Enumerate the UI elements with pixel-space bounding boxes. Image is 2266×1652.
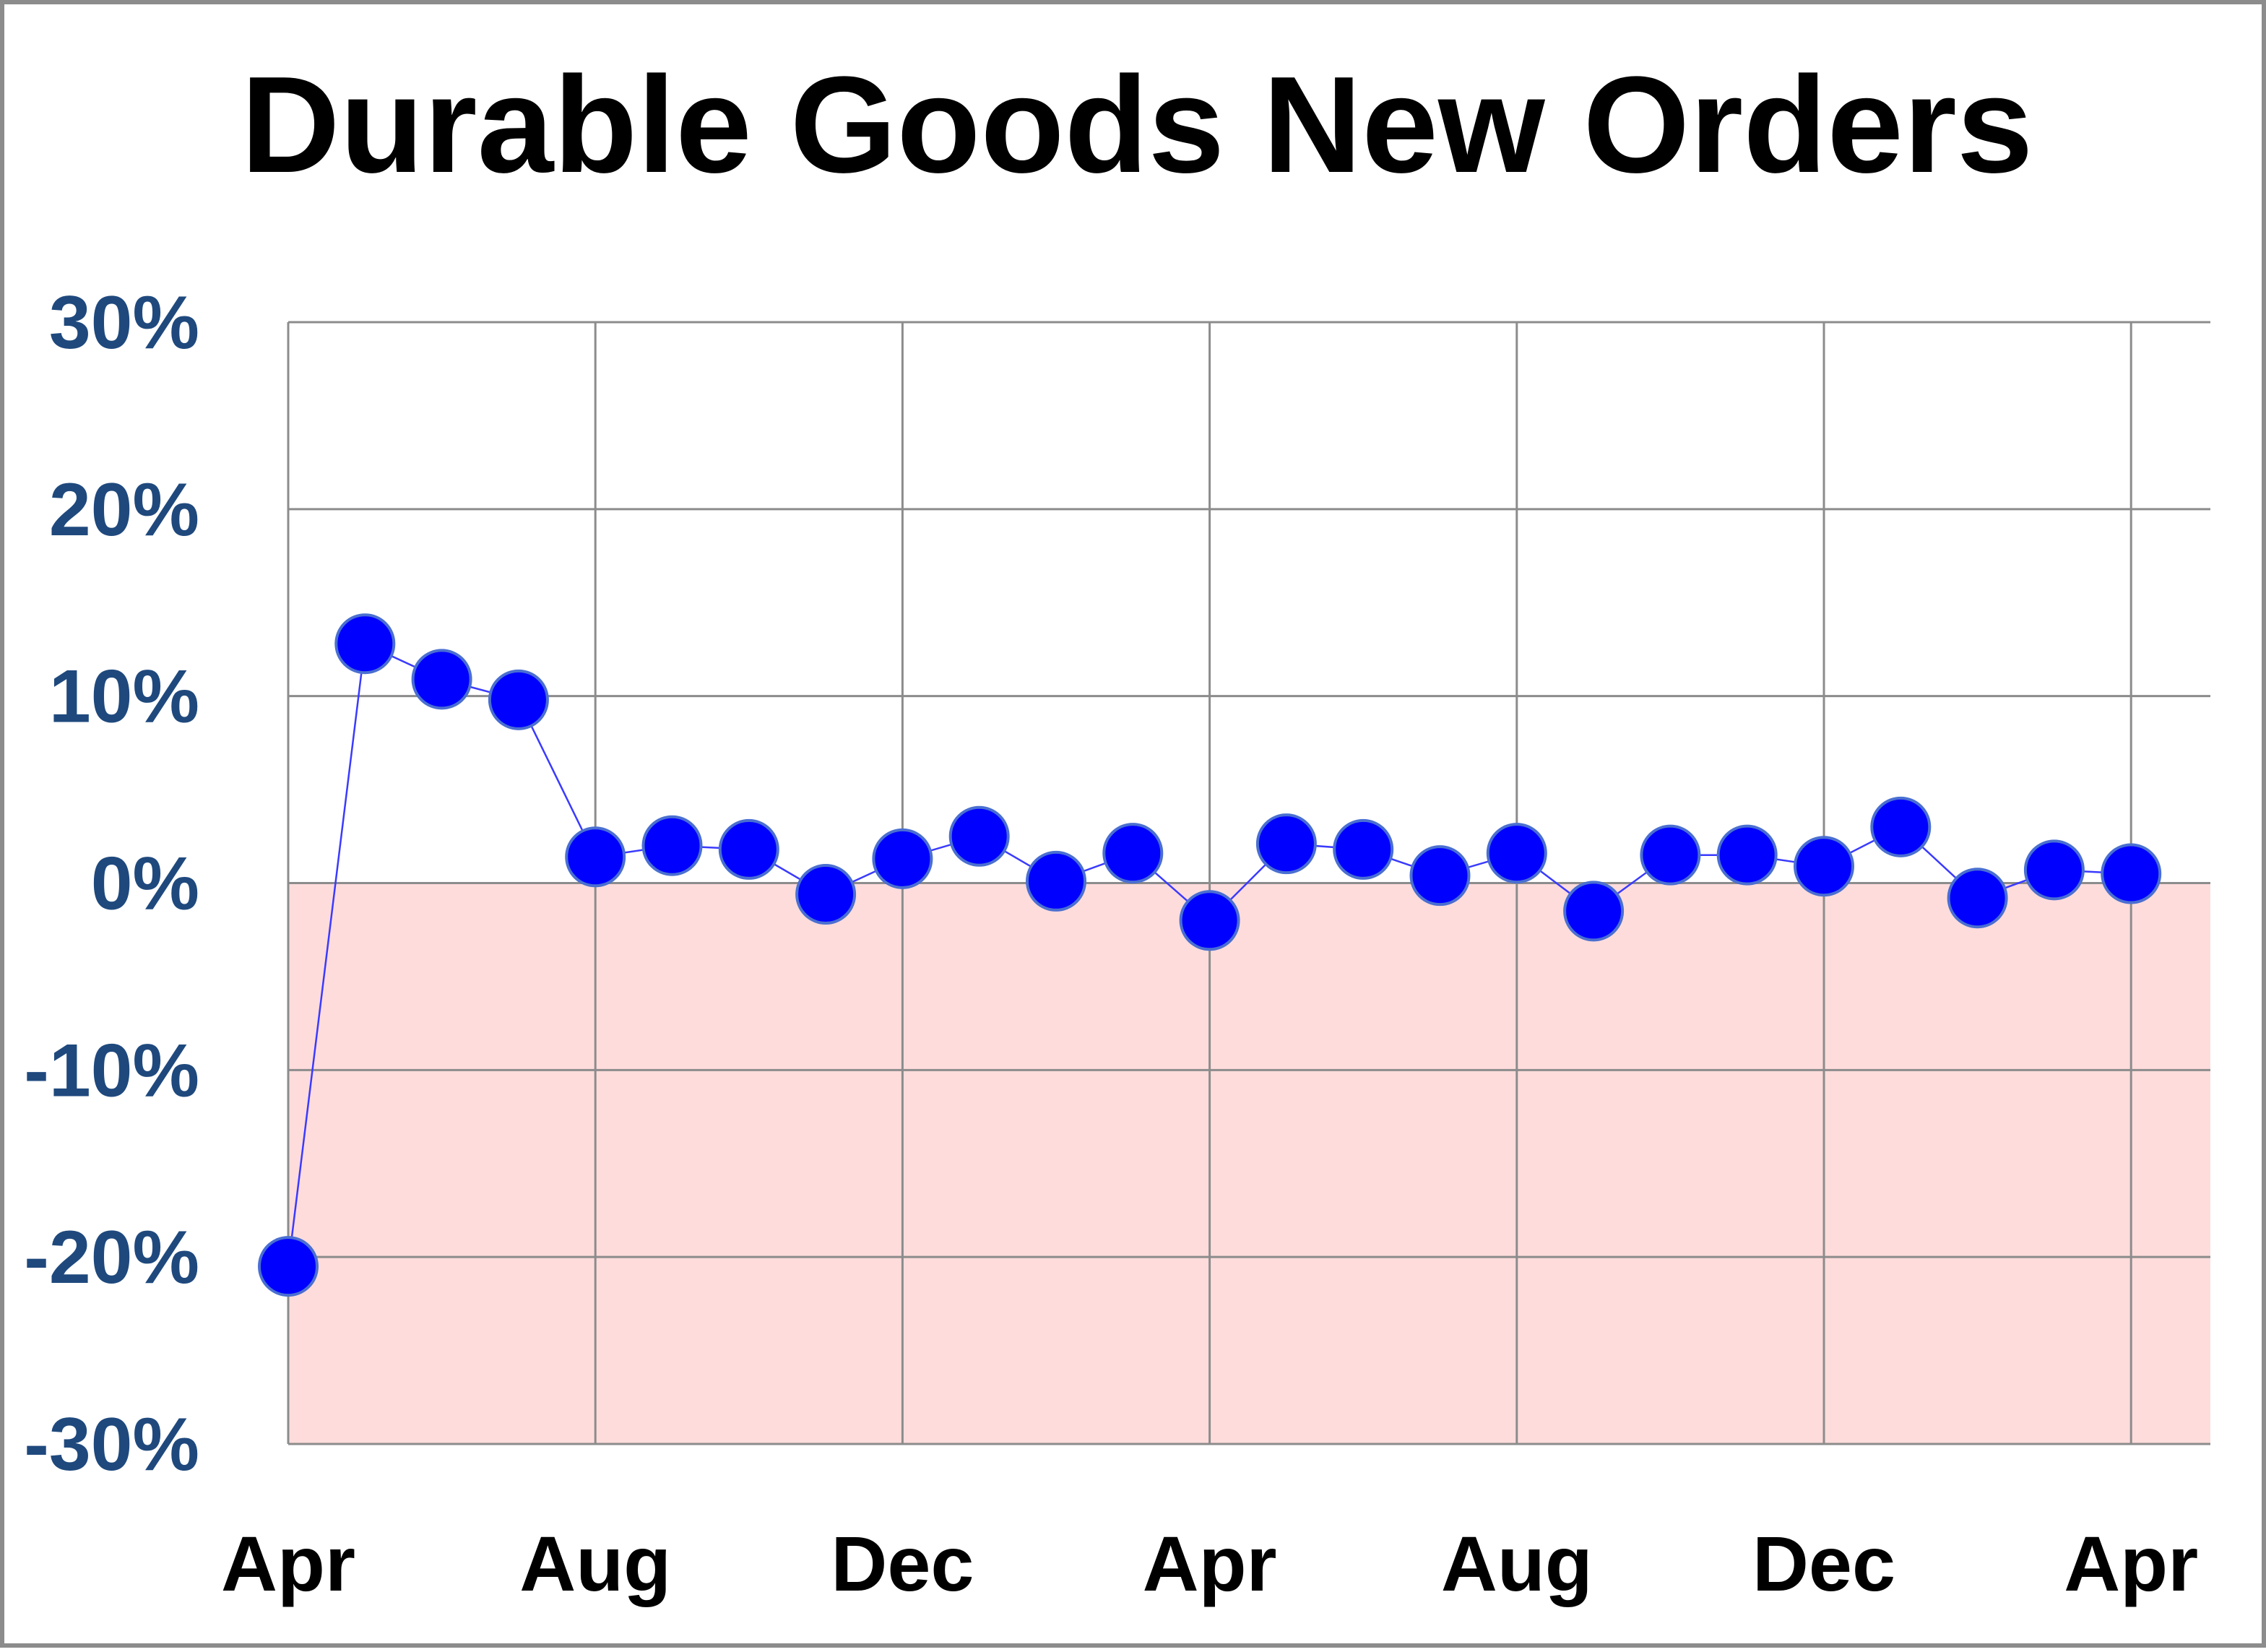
y-tick-label: 10% (49, 655, 199, 739)
data-point (1409, 845, 1471, 907)
data-point (1563, 881, 1625, 942)
data-point (1255, 813, 1317, 875)
data-point (411, 649, 472, 710)
data-point (641, 815, 703, 876)
y-tick-label: -30% (24, 1403, 199, 1487)
chart-canvas: Durable Goods New Orders 30% 20% 10% 0% -10%… (24, 48, 2210, 1607)
data-point (1026, 850, 1086, 912)
data-point (718, 818, 779, 880)
data-point (1947, 868, 2008, 929)
x-tick-label: Apr (1143, 1520, 1277, 1607)
data-point (1870, 796, 1932, 857)
y-tick-label: 20% (49, 468, 199, 552)
data-point (1179, 890, 1240, 951)
data-point (565, 826, 626, 888)
data-point (258, 1236, 319, 1297)
x-tick-label: Apr (221, 1520, 355, 1607)
y-tick-label: -10% (24, 1029, 199, 1112)
data-point (948, 805, 1010, 867)
data-point (872, 828, 933, 889)
data-point (795, 864, 857, 925)
data-point (1486, 823, 1547, 884)
y-tick-labels: 30% 20% 10% 0% -10% -20% -30% (24, 281, 199, 1487)
x-tick-label: Aug (519, 1520, 671, 1607)
x-tick-label: Dec (1752, 1520, 1895, 1607)
x-tick-label: Dec (831, 1520, 974, 1607)
data-point (1640, 824, 1701, 886)
data-point (2023, 839, 2085, 901)
y-tick-label: 0% (91, 842, 199, 926)
data-point (2101, 843, 2162, 904)
data-point (1794, 836, 1854, 897)
data-point (488, 669, 549, 730)
data-point (1333, 818, 1394, 880)
x-tick-label: Aug (1441, 1520, 1593, 1607)
series-markers (258, 613, 2162, 1297)
x-tick-labels: Apr Aug Dec Apr Aug Dec Apr (221, 1520, 2198, 1607)
data-point (1716, 824, 1778, 886)
y-tick-label: 30% (49, 281, 199, 365)
chart-title: Durable Goods New Orders (241, 48, 2033, 202)
x-tick-label: Apr (2064, 1520, 2198, 1607)
data-point (1102, 823, 1164, 884)
data-point (334, 613, 396, 675)
negative-region (288, 883, 2210, 1444)
y-tick-label: -20% (24, 1216, 199, 1299)
